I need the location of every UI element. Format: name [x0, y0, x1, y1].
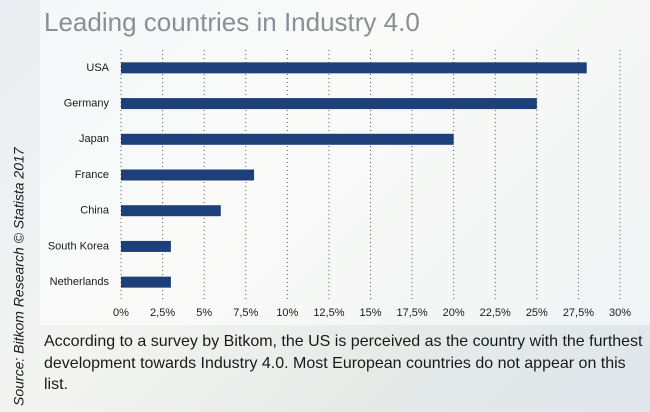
x-tick-label: 22,5% — [480, 307, 511, 319]
bar — [121, 169, 255, 181]
chart-title: Leading countries in Industry 4.0 — [44, 7, 420, 37]
x-tick-label: 30% — [609, 307, 631, 319]
y-tick-label: China — [80, 205, 110, 217]
x-tick-label: 2,5% — [150, 307, 175, 319]
x-tick-label: 7,5% — [233, 307, 258, 319]
y-tick-label: Netherlands — [50, 276, 110, 288]
bar — [121, 133, 454, 145]
x-tick-label: 15% — [359, 307, 381, 319]
x-tick-label: 25% — [526, 307, 548, 319]
x-tick-label: 10% — [276, 307, 298, 319]
source: Source: Bitkom Research © Statista 2017 — [11, 146, 27, 406]
y-tick-label: France — [75, 169, 109, 181]
bar — [121, 98, 537, 110]
y-tick-label: South Korea — [48, 240, 110, 252]
y-tick-label: Japan — [79, 133, 109, 145]
y-tick-label: Germany — [64, 97, 110, 109]
bar — [121, 240, 171, 252]
x-tick-label: 27,5% — [563, 307, 594, 319]
x-tick-label: 12,5% — [313, 307, 344, 319]
bar — [121, 62, 587, 74]
bar — [121, 205, 221, 217]
x-tick-label: 5% — [196, 307, 212, 319]
x-tick-label: 17,5% — [396, 307, 427, 319]
x-tick-label: 0% — [113, 307, 129, 319]
y-tick-label: USA — [86, 62, 109, 74]
bar — [121, 276, 171, 288]
x-tick-label: 20% — [443, 307, 465, 319]
caption: According to a survey by Bitkom, the US … — [44, 333, 643, 393]
plot-panel — [40, 0, 650, 325]
